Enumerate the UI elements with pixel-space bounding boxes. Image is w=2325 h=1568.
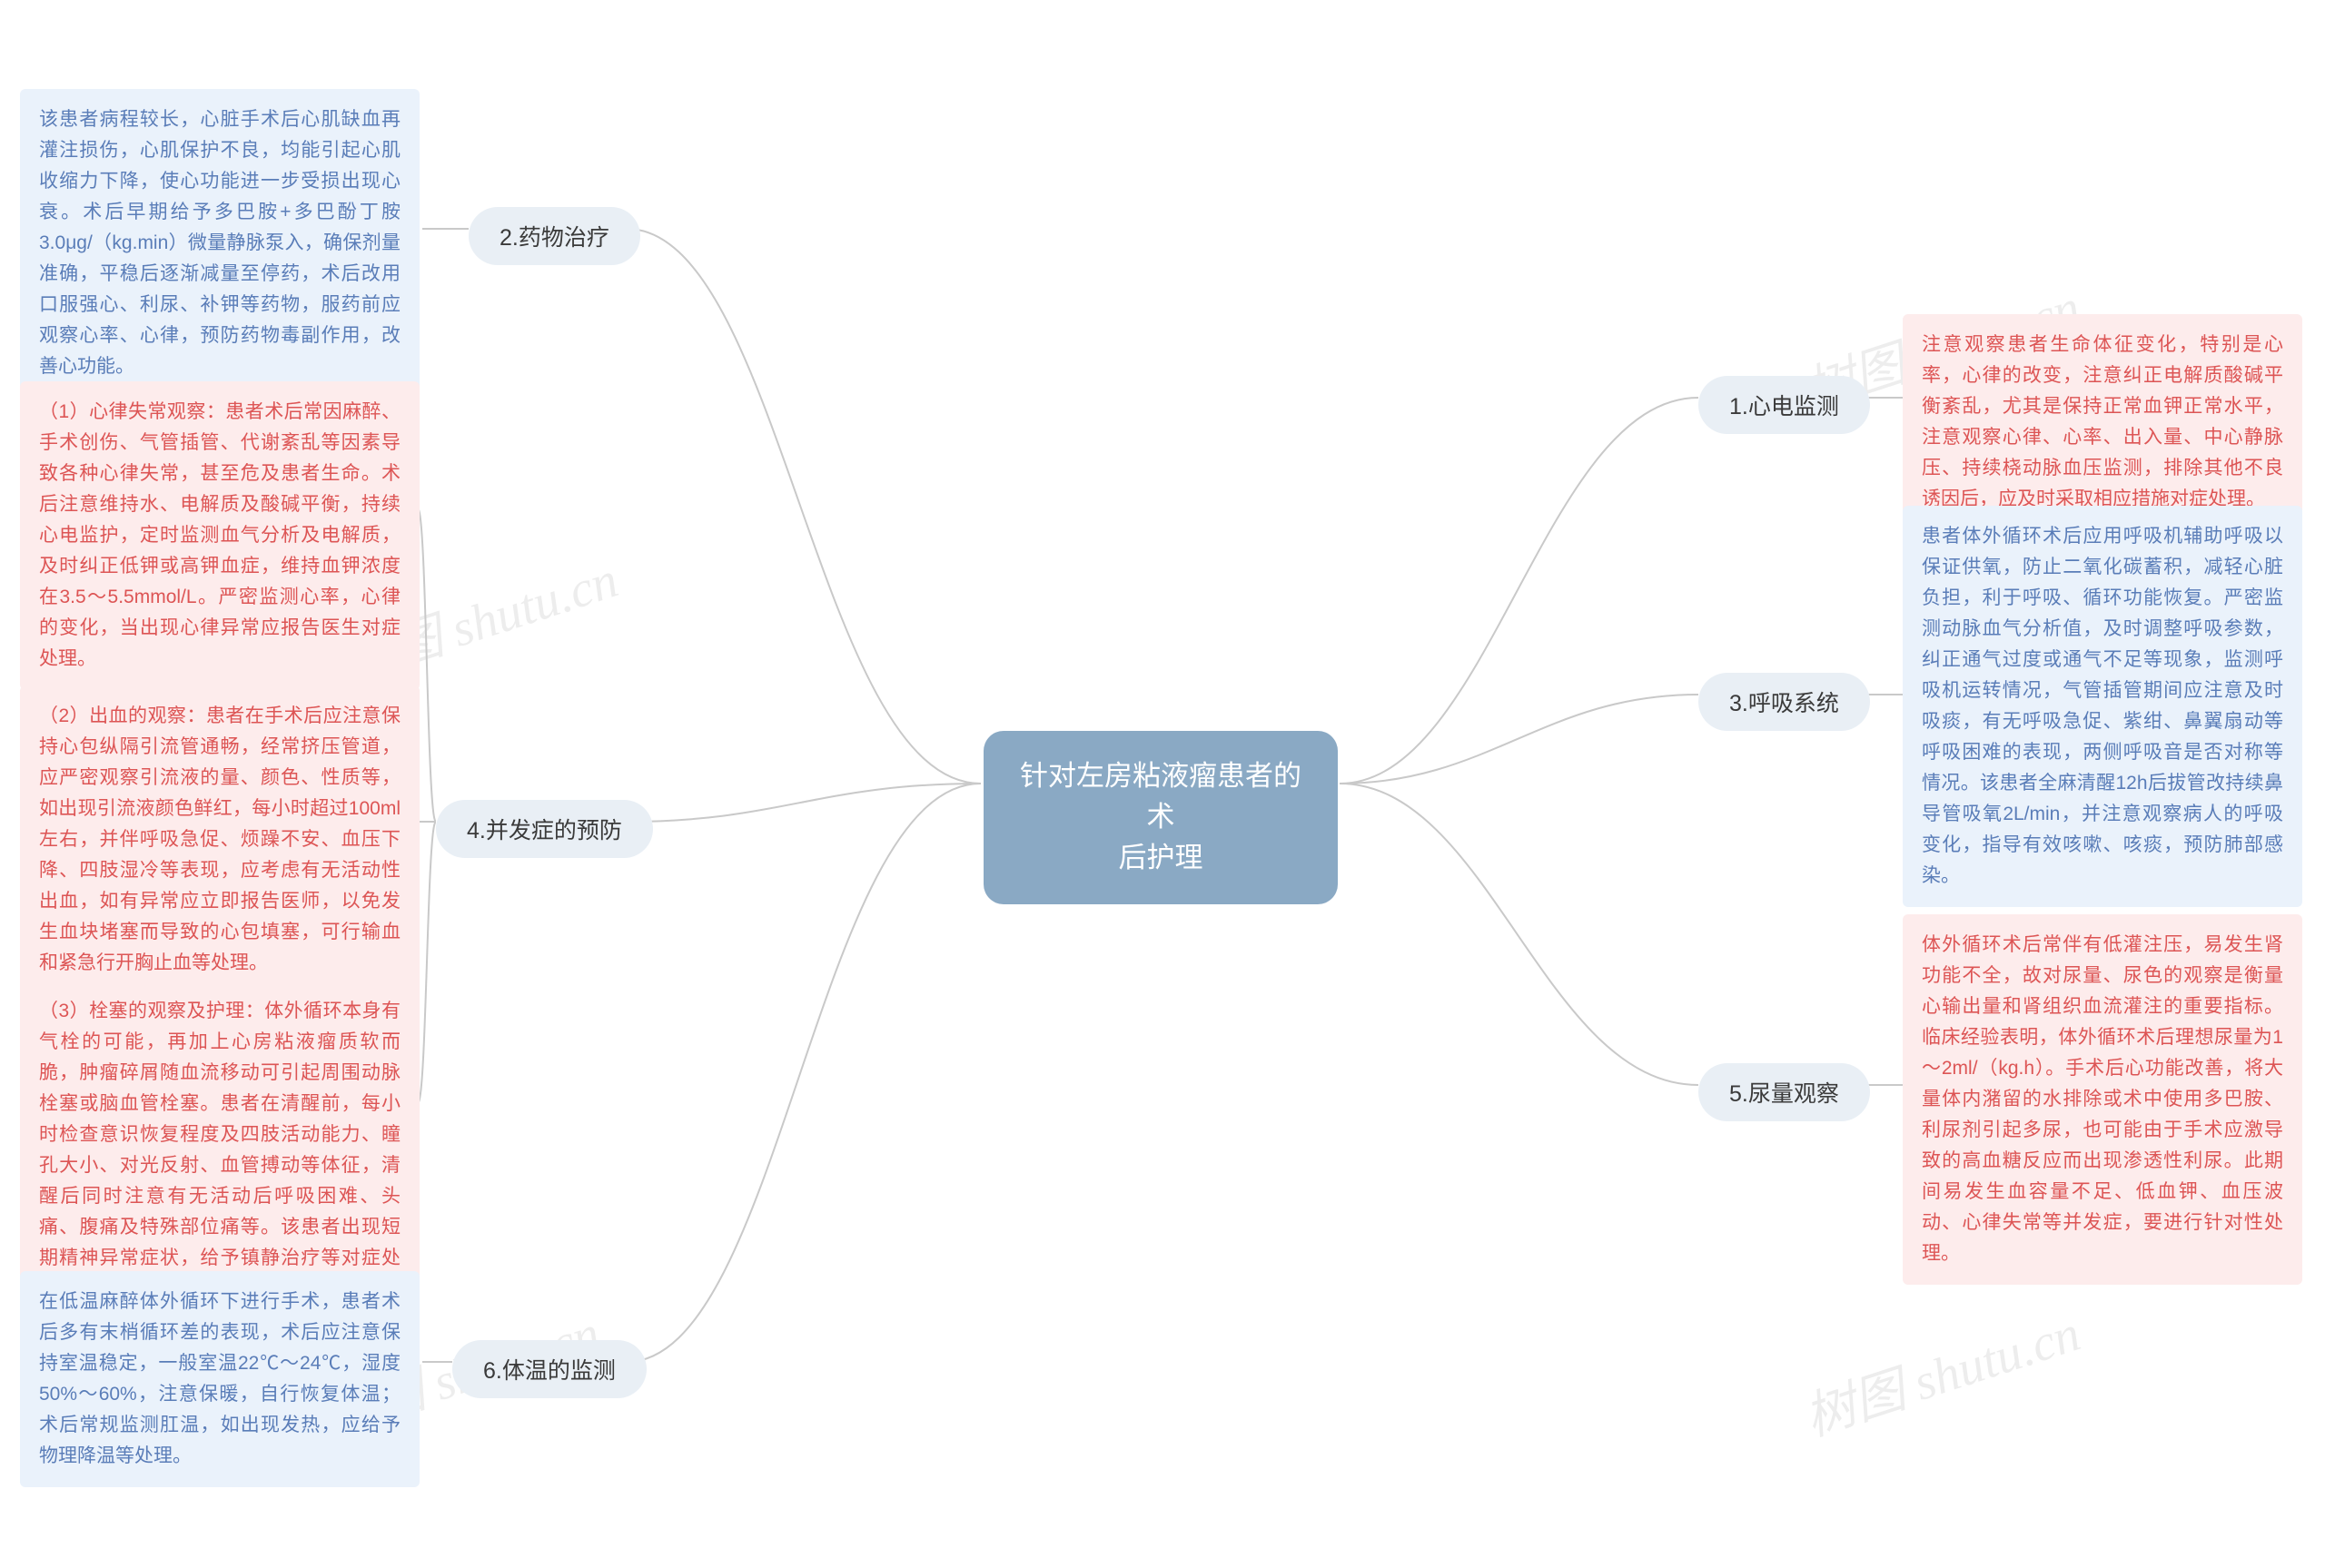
branch-respiratory[interactable]: 3.呼吸系统 [1698,673,1870,731]
leaf-temperature-detail: 在低温麻醉体外循环下进行手术，患者术后多有末梢循环差的表现，术后应注意保持室温稳… [20,1271,420,1487]
leaf-urine-detail: 体外循环术后常伴有低灌注压，易发生肾功能不全，故对尿量、尿色的观察是衡量心输出量… [1903,914,2302,1285]
watermark: 树图 shutu.cn [1794,1292,2088,1450]
leaf-respiratory-detail: 患者体外循环术后应用呼吸机辅助呼吸以保证供氧，防止二氧化碳蓄积，减轻心脏负担，利… [1903,506,2302,907]
leaf-complication-3: （3）栓塞的观察及护理：体外循环本身有气栓的可能，再加上心房粘液瘤质软而脆，肿瘤… [20,981,420,1320]
branch-medication[interactable]: 2.药物治疗 [469,207,640,265]
branch-temperature[interactable]: 6.体温的监测 [452,1340,647,1398]
center-line2: 后护理 [1119,842,1203,873]
center-line1: 针对左房粘液瘤患者的术 [1020,760,1301,833]
center-node: 针对左房粘液瘤患者的术 后护理 [984,731,1338,904]
leaf-ecg-detail: 注意观察患者生命体征变化，特别是心率，心律的改变，注意纠正电解质酸碱平衡紊乱，尤… [1903,314,2302,530]
leaf-complication-1: （1）心律失常观察：患者术后常因麻醉、手术创伤、气管插管、代谢紊乱等因素导致各种… [20,381,420,690]
branch-ecg[interactable]: 1.心电监测 [1698,376,1870,434]
branch-urine[interactable]: 5.尿量观察 [1698,1063,1870,1121]
leaf-medication-detail: 该患者病程较长，心脏手术后心肌缺血再灌注损伤，心肌保护不良，均能引起心肌收缩力下… [20,89,420,398]
leaf-complication-2: （2）出血的观察：患者在手术后应注意保持心包纵隔引流管通畅，经常挤压管道，应严密… [20,685,420,994]
branch-complications[interactable]: 4.并发症的预防 [436,800,653,858]
